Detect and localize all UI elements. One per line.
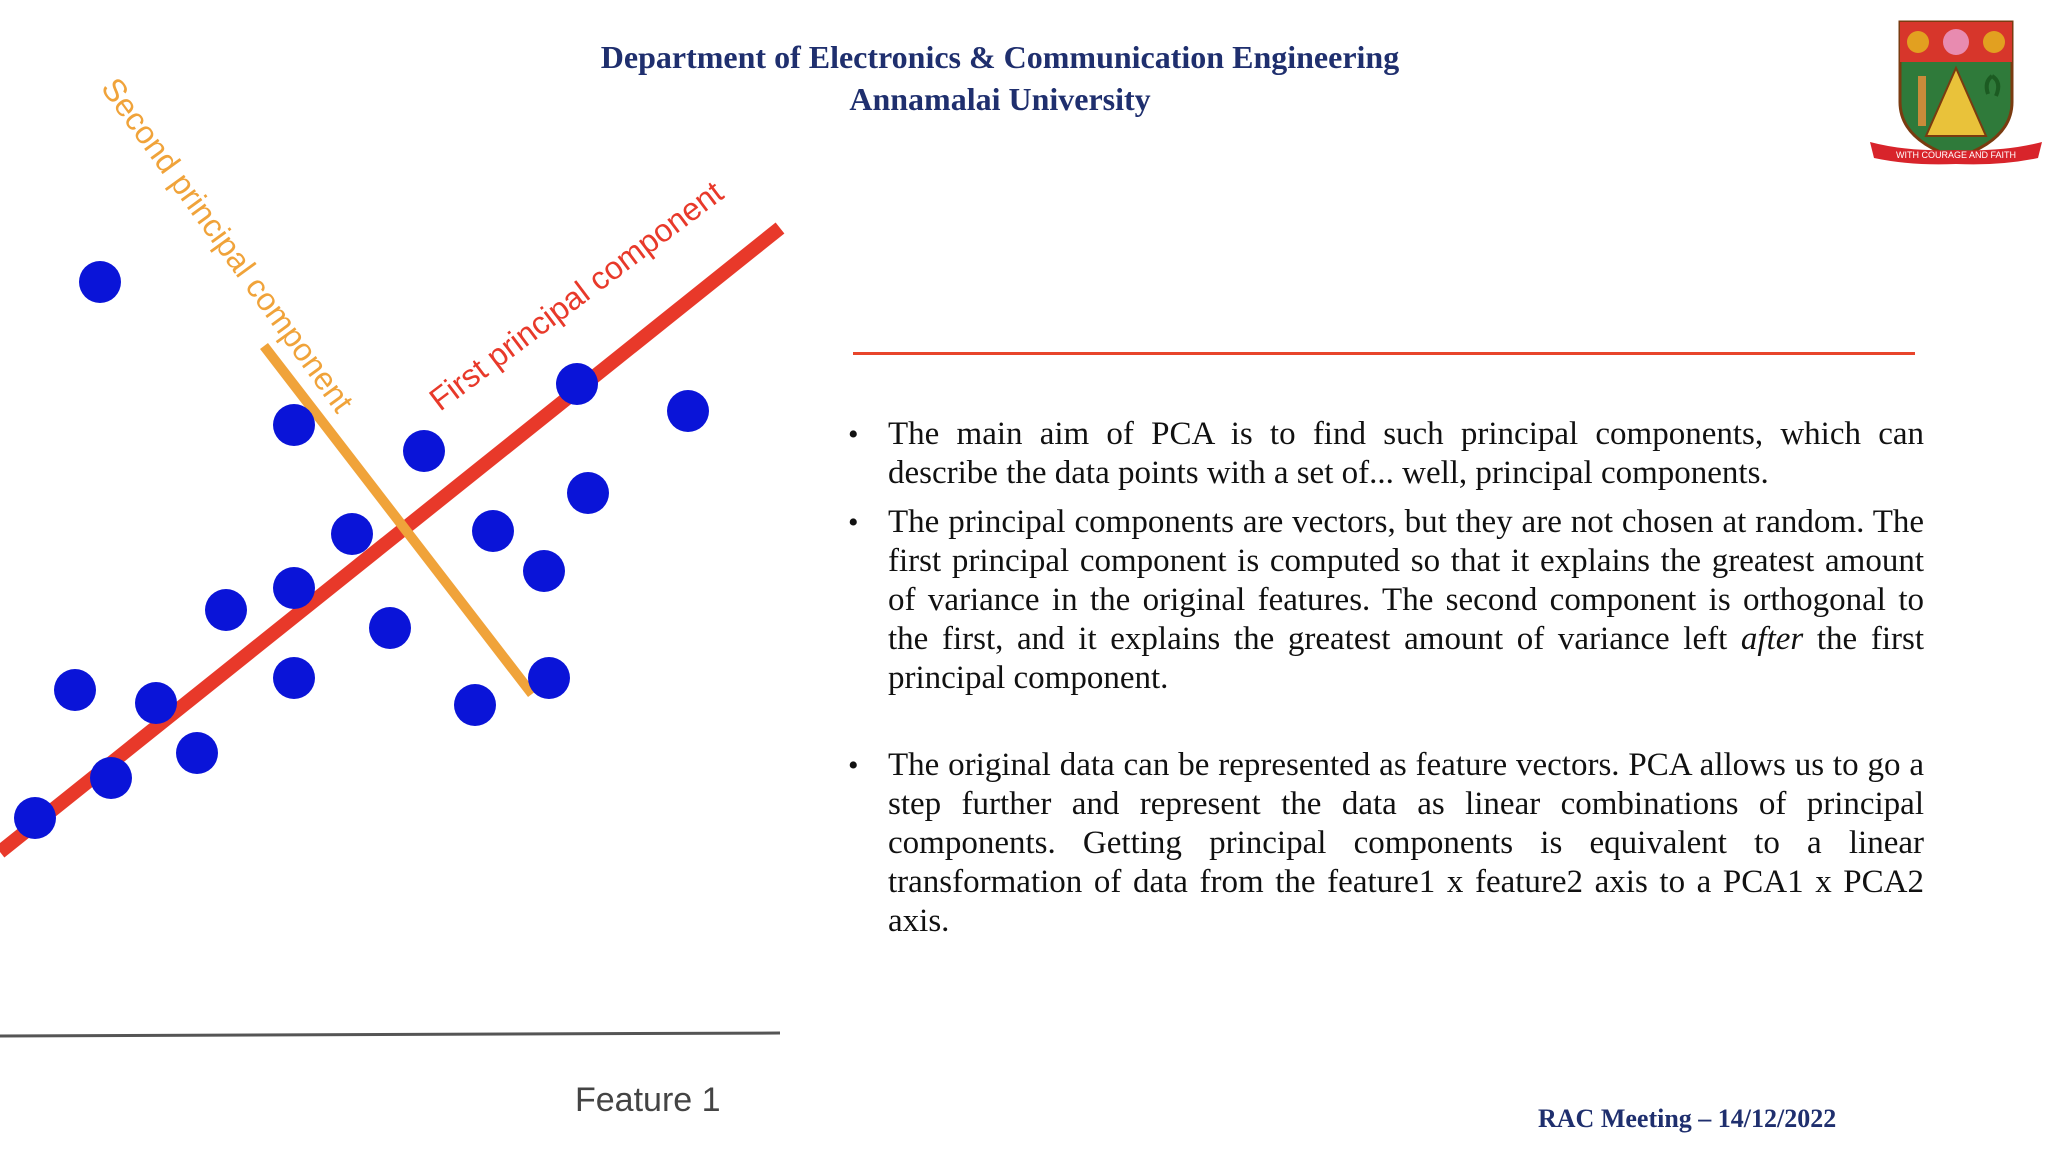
data-point <box>273 657 315 699</box>
data-point <box>567 472 609 514</box>
bullet-dot: • <box>848 749 859 782</box>
data-point <box>369 607 411 649</box>
bullet-list: • The main aim of PCA is to find such pr… <box>848 415 1924 951</box>
data-point <box>176 732 218 774</box>
accent-divider <box>853 352 1915 355</box>
data-point <box>54 669 96 711</box>
data-points <box>14 261 709 839</box>
x-axis-line <box>0 1031 781 1038</box>
data-point <box>273 567 315 609</box>
meeting-footer: RAC Meeting – 14/12/2022 <box>1538 1104 1837 1133</box>
bullet-item-1: • The main aim of PCA is to find such pr… <box>848 415 1924 493</box>
data-point <box>79 261 121 303</box>
bullet-item-2: • The principal components are vectors, … <box>848 503 1924 698</box>
x-axis-label: Feature 1 <box>575 1081 721 1119</box>
second-pc-line <box>260 342 536 698</box>
first-pc-line <box>0 222 785 858</box>
pca-diagram: First principal component Second princip… <box>0 71 785 1119</box>
second-pc-label: Second principal component <box>94 71 361 419</box>
bullet-dot: • <box>848 506 859 539</box>
data-point <box>90 757 132 799</box>
bullet-dot: • <box>848 418 859 451</box>
data-point <box>667 390 709 432</box>
data-point <box>331 513 373 555</box>
data-point <box>14 797 56 839</box>
motto-text: WITH COURAGE AND FAITH <box>1896 150 2016 160</box>
data-point <box>273 404 315 446</box>
bullet-text-1: The main aim of PCA is to find such prin… <box>888 416 1924 491</box>
bullet-item-3: • The original data can be represented a… <box>848 746 1924 941</box>
data-point <box>403 430 445 472</box>
pca-figure: First principal component Second princip… <box>0 0 800 1152</box>
data-point <box>205 589 247 631</box>
data-point <box>135 682 177 724</box>
data-point <box>528 657 570 699</box>
emblem-icon: WITH COURAGE AND FAITH <box>1870 20 2042 165</box>
bullet-text-2: The principal components are vectors, bu… <box>888 503 1924 698</box>
university-emblem: WITH COURAGE AND FAITH <box>1868 16 2044 168</box>
bullet-text-3: The original data can be represented as … <box>888 747 1924 939</box>
slide-header: Department of Electronics & Communicatio… <box>480 36 1520 120</box>
department-title: Department of Electronics & Communicatio… <box>600 39 1400 75</box>
data-point <box>472 510 514 552</box>
data-point <box>523 550 565 592</box>
bullet-text-2-before: The principal components are vectors, bu… <box>888 504 1924 657</box>
university-title: Annamalai University <box>849 81 1151 117</box>
data-point <box>556 363 598 405</box>
data-point <box>454 684 496 726</box>
bullet-text-2-italic: after <box>1740 621 1804 657</box>
bullet-text-2-after: the first principal component. <box>888 621 1924 696</box>
